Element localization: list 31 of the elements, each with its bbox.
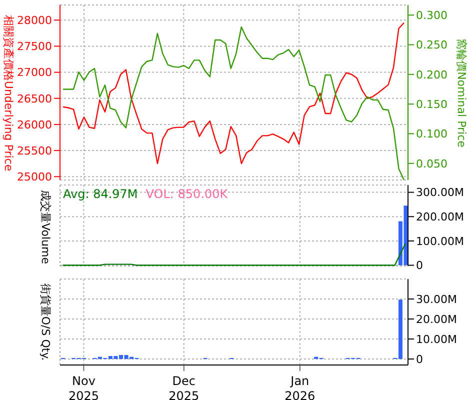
annotation: Avg: 84.97M [63,187,138,201]
line-series [62,243,406,266]
y2-tick-label: 0.150 [416,98,448,111]
y-tick-label: 10.00M [416,332,457,346]
y-tick-label: 100.00M [416,234,464,248]
y-tick-label: 20.00M [416,312,457,326]
y2-tick-label: 0.250 [416,38,448,52]
y-tick-label: 27000 [17,66,52,80]
y2-tick-label: 0.200 [416,68,448,82]
x-tick-label: Nov 2025 [68,374,99,400]
y-tick-label: 25500 [17,144,52,158]
y-axis-title: 相關資產價格Underlying Price [2,14,15,172]
y2-tick-label: 0.100 [416,128,448,141]
x-tick-label: Dec 2025 [168,374,200,400]
y-axis-title: 成交量Volume [39,190,52,264]
y-tick-label: 26500 [17,92,52,106]
y-tick-label: 28000 [17,14,52,28]
y-tick-label: 25000 [17,170,52,184]
y-axis-title: 街貨量O/S Qty. [39,283,52,361]
y-tick-label: 0 [416,259,423,272]
y2-tick-label: 0.300 [416,8,448,22]
y-tick-label: 300.00M [416,186,464,200]
y2-axis-title: 窩輪價Nominal Price [455,38,468,148]
y-tick-label: 30.00M [416,292,457,306]
y-tick-label: 27500 [17,40,52,54]
y2-tick-label: 0.050 [416,157,448,170]
annotation: VOL: 850.00K [146,187,228,201]
y-tick-label: 200.00M [416,210,464,224]
x-tick-label: Jan 2026 [284,374,316,400]
y-tick-label: 26000 [17,118,52,132]
y-tick-label: 0 [416,352,423,366]
